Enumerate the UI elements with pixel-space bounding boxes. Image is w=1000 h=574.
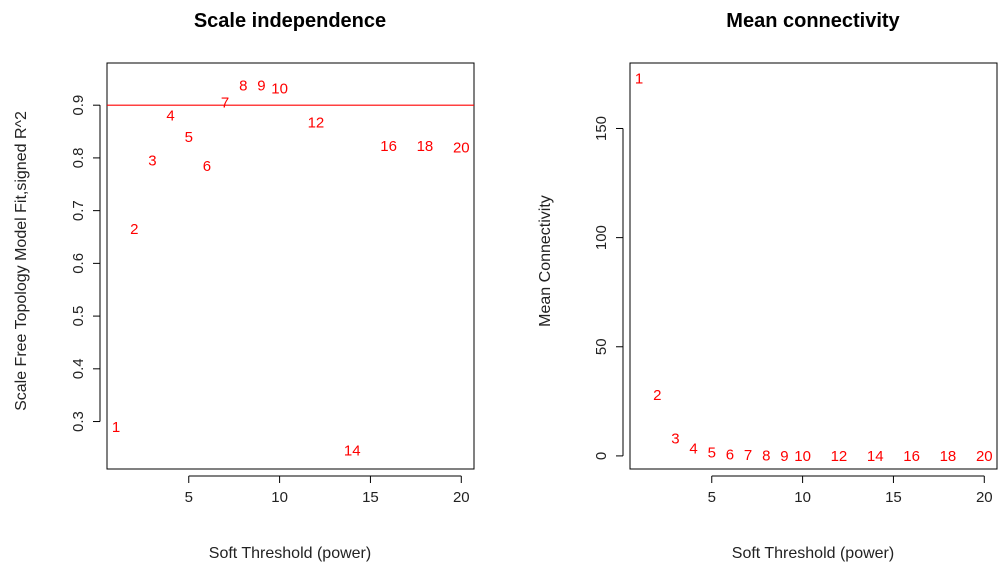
mean-connectivity-y-tick-label: 100	[593, 225, 610, 250]
mean-connectivity-y-tick-label: 150	[593, 116, 610, 141]
scale-independence-point-label: 16	[380, 138, 397, 155]
scale-independence-point-label: 4	[166, 108, 174, 125]
mean-connectivity-x-tick-label: 15	[885, 489, 902, 506]
scale-independence-point-label: 6	[203, 158, 211, 175]
scale-independence-y-tick-label: 0.3	[70, 411, 87, 432]
mean-connectivity-point-label: 20	[976, 448, 993, 465]
scale-independence-point-label: 7	[221, 95, 229, 112]
mean-connectivity-point-label: 16	[903, 448, 920, 465]
mean-connectivity-y-axis-label: Mean Connectivity	[537, 195, 554, 327]
scale-independence-point-label: 3	[148, 153, 156, 170]
mean-connectivity-point-label: 3	[671, 430, 679, 447]
scale-independence-point-label: 8	[239, 78, 247, 95]
scale-independence-panel: Scale independence Soft Threshold (power…	[13, 10, 475, 562]
scale-independence-y-tick-label: 0.5	[70, 306, 87, 327]
scale-independence-x-tick-label: 5	[185, 489, 193, 506]
scale-independence-y-tick-label: 0.6	[70, 253, 87, 274]
scale-independence-plot-box	[106, 62, 475, 470]
scale-independence-point-label: 18	[417, 138, 434, 155]
mean-connectivity-point-label: 6	[726, 446, 734, 463]
scale-independence-y-tick-label: 0.4	[70, 358, 87, 379]
scale-independence-x-tick-label: 20	[453, 489, 470, 506]
mean-connectivity-plot-box	[629, 62, 998, 470]
mean-connectivity-title: Mean connectivity	[726, 10, 900, 32]
mean-connectivity-point-label: 9	[780, 448, 788, 465]
mean-connectivity-point-label: 8	[762, 448, 770, 465]
mean-connectivity-point-label: 2	[653, 387, 661, 404]
mean-connectivity-x-tick-label: 20	[976, 489, 993, 506]
scale-independence-point-label: 1	[112, 419, 120, 436]
mean-connectivity-point-label: 4	[689, 440, 697, 457]
scale-independence-y-tick-label: 0.8	[70, 147, 87, 168]
mean-connectivity-point-label: 18	[940, 448, 957, 465]
mean-connectivity-point-label: 12	[831, 448, 848, 465]
scale-independence-point-label: 5	[185, 129, 193, 146]
mean-connectivity-panel: Mean connectivity Soft Threshold (power)…	[537, 10, 998, 562]
mean-connectivity-point-label: 1	[635, 70, 643, 87]
scale-independence-point-label: 10	[271, 80, 288, 97]
mean-connectivity-y-tick-label: 0	[593, 452, 610, 460]
scale-independence-point-label: 20	[453, 139, 470, 156]
scale-independence-x-tick-label: 10	[271, 489, 288, 506]
mean-connectivity-point-label: 14	[867, 448, 884, 465]
scale-independence-point-label: 12	[308, 115, 325, 132]
scale-independence-y-axis-label: Scale Free Topology Model Fit,signed R^2	[13, 111, 30, 411]
mean-connectivity-x-tick-label: 5	[708, 489, 716, 506]
scale-independence-y-tick-label: 0.7	[70, 200, 87, 221]
mean-connectivity-y-tick-label: 50	[593, 338, 610, 355]
mean-connectivity-x-tick-label: 10	[794, 489, 811, 506]
scale-independence-title: Scale independence	[194, 10, 386, 32]
scale-independence-y-tick-label: 0.9	[70, 95, 87, 116]
scale-independence-point-label: 2	[130, 221, 138, 238]
scale-independence-x-tick-label: 15	[362, 489, 379, 506]
mean-connectivity-point-label: 5	[708, 445, 716, 462]
mean-connectivity-point-label: 10	[794, 448, 811, 465]
scale-independence-x-axis-label: Soft Threshold (power)	[209, 545, 371, 562]
mean-connectivity-point-label: 7	[744, 447, 752, 464]
scale-independence-point-label: 14	[344, 443, 361, 460]
scale-independence-point-label: 9	[257, 78, 265, 95]
mean-connectivity-x-axis-label: Soft Threshold (power)	[732, 545, 894, 562]
